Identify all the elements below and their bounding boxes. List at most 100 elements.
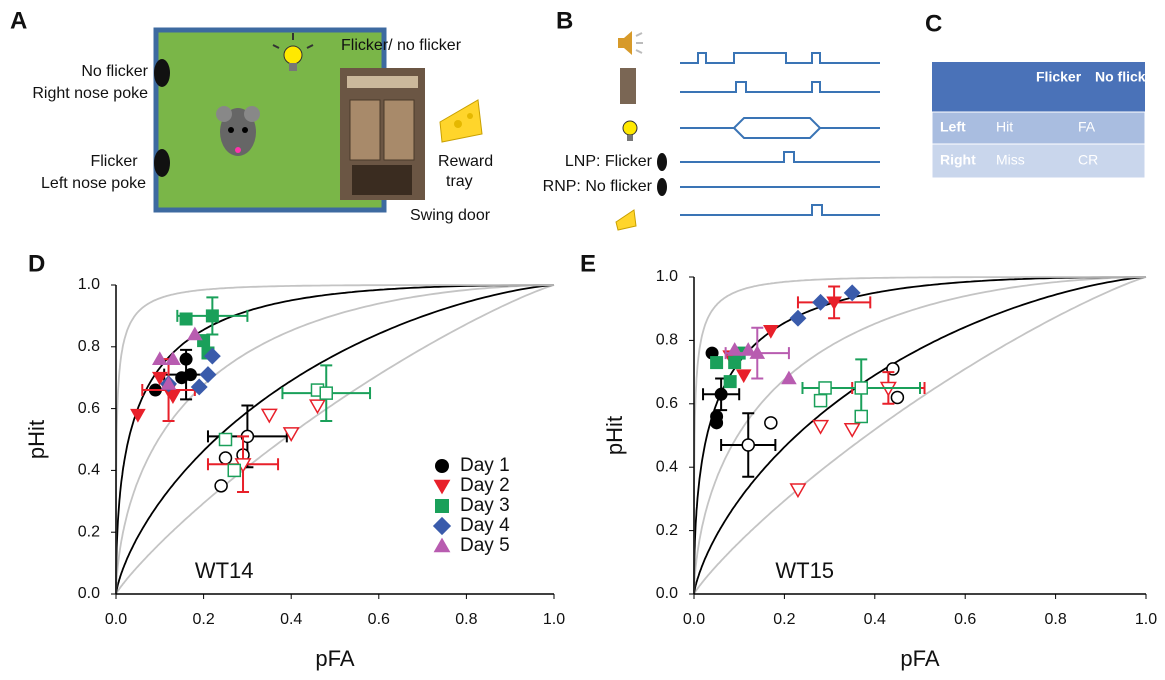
open-marker	[218, 432, 233, 447]
label: Swing door	[410, 207, 491, 224]
open-marker	[854, 381, 868, 395]
panel-label: A	[10, 7, 27, 34]
open-marker	[741, 438, 755, 452]
y-axis-label: pHit	[24, 420, 49, 459]
marker	[749, 345, 766, 359]
table-cell: Right	[940, 152, 976, 168]
marker	[152, 371, 168, 386]
y-tick-label: 0.0	[656, 585, 678, 602]
open-marker	[813, 393, 828, 408]
marker	[728, 356, 742, 370]
reference-curve	[693, 276, 1147, 595]
open-marker	[854, 409, 868, 424]
legend-label: Day 1	[460, 455, 510, 476]
y-tick-label: 0.0	[78, 585, 100, 602]
table-row	[931, 111, 1146, 145]
marker	[781, 370, 797, 385]
open-marker	[308, 399, 326, 415]
y-tick-label: 1.0	[78, 276, 100, 293]
table-row	[931, 143, 1146, 179]
y-tick-label: 0.8	[656, 332, 678, 349]
x-tick-label: 1.0	[1135, 611, 1157, 628]
cheese-icon	[439, 99, 483, 143]
panel-label: E	[580, 250, 596, 277]
marker	[826, 296, 842, 311]
door-icon	[620, 68, 636, 104]
open-marker	[214, 479, 228, 493]
table-cell: Miss	[996, 152, 1025, 168]
door-image	[340, 68, 425, 200]
nose-poke	[657, 178, 667, 196]
y-tick-label: 0.6	[656, 395, 678, 412]
x-axis-label: pFA	[900, 646, 939, 671]
open-marker	[812, 419, 830, 435]
label: tray	[446, 173, 473, 190]
reference-curve	[693, 276, 1146, 594]
timeline	[680, 52, 880, 216]
x-tick-label: 0.6	[954, 611, 976, 628]
x-tick-label: 0.4	[864, 611, 886, 628]
legend-label: Day 4	[460, 515, 510, 536]
x-tick-label: 0.2	[192, 611, 214, 628]
reference-curve	[115, 284, 554, 594]
marker	[710, 356, 724, 370]
nose-poke	[657, 153, 667, 171]
marker	[710, 409, 724, 423]
x-tick-label: 1.0	[543, 611, 565, 628]
y-tick-label: 0.6	[78, 400, 100, 417]
marker	[789, 309, 807, 327]
cheese-icon	[615, 209, 637, 231]
marker	[160, 376, 177, 390]
table-cell: CR	[1078, 152, 1098, 168]
annotation: WT15	[775, 558, 834, 583]
reference-curve	[693, 276, 1146, 594]
marker	[199, 366, 217, 384]
x-tick-label: 0.0	[105, 611, 127, 628]
table-header	[932, 62, 1145, 112]
open-marker	[218, 451, 233, 465]
table-cell: FA	[1078, 119, 1096, 135]
open-marker	[282, 427, 300, 443]
legend-label: Day 2	[460, 475, 510, 496]
marker	[714, 387, 728, 401]
nose-poke	[154, 59, 170, 87]
panel-label: B	[556, 7, 573, 34]
marker	[723, 375, 737, 389]
marker	[179, 352, 193, 366]
table-header-cell: No flicker	[1095, 69, 1159, 85]
y-tick-label: 0.2	[656, 522, 678, 539]
marker	[740, 342, 757, 356]
panel-label: C	[925, 10, 942, 37]
open-marker	[789, 483, 807, 499]
marker	[726, 342, 743, 356]
reference-curve	[693, 276, 1147, 594]
y-tick-label: 0.2	[78, 523, 100, 540]
marker	[165, 351, 181, 366]
marker	[763, 325, 779, 339]
marker	[190, 378, 208, 396]
label: LNP: Flicker	[565, 153, 653, 170]
y-tick-label: 1.0	[656, 268, 678, 285]
label: Flicker	[90, 153, 138, 170]
label: Left nose poke	[41, 175, 146, 192]
label: RNP: No flicker	[543, 178, 653, 195]
x-tick-label: 0.6	[368, 611, 390, 628]
x-tick-label: 0.4	[280, 611, 302, 628]
y-tick-label: 0.4	[656, 458, 678, 475]
marker	[152, 351, 168, 366]
table-cell: Left	[940, 119, 966, 135]
open-marker	[843, 423, 861, 438]
panel-label: D	[28, 250, 45, 277]
legend-marker	[433, 479, 451, 495]
y-tick-label: 0.8	[78, 338, 100, 355]
x-tick-label: 0.2	[773, 611, 795, 628]
label: No flicker	[81, 63, 148, 80]
open-marker	[260, 408, 278, 424]
marker	[205, 309, 219, 323]
x-axis-label: pFA	[315, 646, 354, 671]
label: Right nose poke	[32, 85, 148, 102]
reference-curve	[115, 284, 554, 594]
legend-marker	[435, 499, 449, 513]
table-header-cell: Flicker	[1036, 69, 1082, 85]
